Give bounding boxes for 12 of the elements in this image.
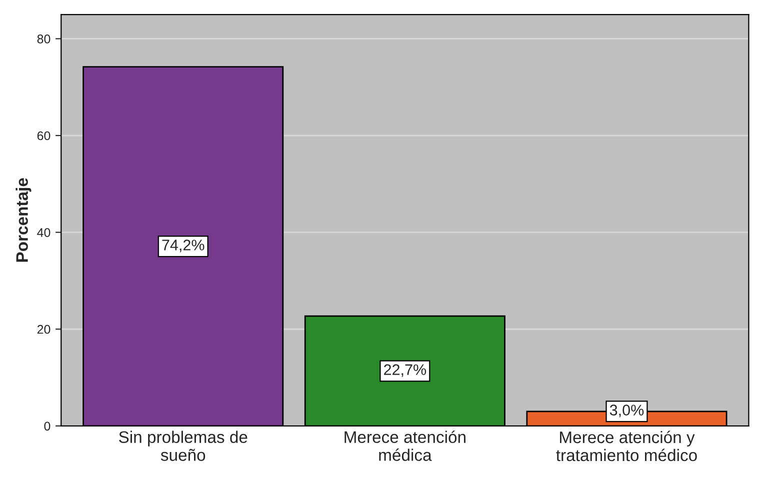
- y-tick-label: 60: [37, 131, 50, 140]
- x-tick-label: Merece atención médica: [344, 430, 466, 461]
- data-label: 74,2%: [162, 240, 204, 252]
- x-tick-label: Sin problemas de sueño: [119, 430, 248, 461]
- y-tick-label: 20: [37, 324, 50, 334]
- y-tick-label: 80: [37, 34, 50, 44]
- data-label: 3,0%: [610, 404, 644, 418]
- y-tick-label: 40: [37, 228, 50, 237]
- x-tick-label: Merece atención y tratamiento médico: [556, 430, 697, 462]
- y-tick-label: 0: [44, 422, 50, 431]
- y-axis-title: Porcentaje: [16, 178, 32, 262]
- data-label: 22,7%: [384, 364, 426, 377]
